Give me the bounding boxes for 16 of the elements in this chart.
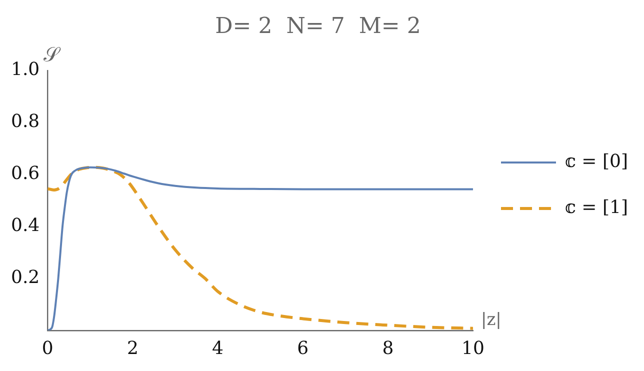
- x-tick-label: 10: [462, 338, 484, 359]
- y-axis-title: 𝒮: [44, 42, 62, 67]
- x-tick-label: 0: [42, 338, 54, 359]
- legend-label: 𝕔 = [0]: [565, 151, 628, 172]
- y-tick-label: 0.4: [10, 215, 40, 236]
- x-tick-label: 4: [212, 338, 224, 359]
- x-axis-title: |z|: [481, 310, 502, 330]
- chart-title: D= 2 N= 7 M= 2: [215, 14, 421, 39]
- y-tick-label: 0.2: [10, 267, 40, 288]
- legend-label: 𝕔 = [1]: [565, 197, 628, 218]
- x-tick-label: 6: [297, 338, 309, 359]
- x-tick-label: 8: [382, 338, 394, 359]
- y-tick-label: 0.8: [10, 111, 40, 132]
- y-tick-label: 1.0: [10, 59, 40, 80]
- x-tick-label: 2: [126, 338, 138, 359]
- y-tick-label: 0.6: [10, 163, 40, 184]
